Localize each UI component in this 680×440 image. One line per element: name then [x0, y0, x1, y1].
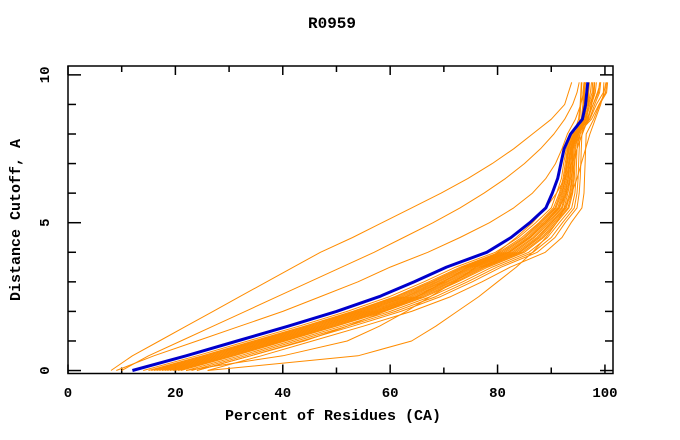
- x-tick-label: 20: [167, 386, 184, 402]
- x-tick-label: 40: [274, 386, 291, 402]
- model-curve-model-01: [110, 82, 573, 371]
- y-tick-label: 10: [38, 66, 54, 83]
- model-curve-model-24: [207, 82, 607, 371]
- model-curve-model-10: [161, 82, 585, 371]
- model-curve-model-14: [172, 82, 597, 371]
- highlight-curve: [132, 82, 590, 372]
- x-axis-label: Percent of Residues (CA): [225, 408, 441, 425]
- plot-box: [67, 65, 614, 375]
- y-tick-label: 5: [38, 219, 54, 227]
- model-curve-model-03: [116, 82, 585, 371]
- model-curve-model-22: [196, 82, 590, 371]
- x-tick-label: 0: [64, 386, 72, 402]
- model-curve-model-17: [180, 82, 595, 371]
- model-curve-model-23: [186, 82, 602, 371]
- model-curve-model-15: [175, 82, 590, 371]
- y-tick-labels: 0 5 10: [38, 66, 54, 374]
- model-curve-model-18: [185, 82, 585, 371]
- x-tick-label: 100: [592, 386, 617, 402]
- model-curve-model-06: [151, 82, 582, 371]
- y-axis-label: Distance Cutoff, A: [8, 139, 25, 301]
- x-tick-label: 60: [382, 386, 399, 402]
- model-curve-model-02: [121, 82, 580, 371]
- chart-title: R0959: [308, 15, 356, 33]
- x-tick-label: 80: [489, 386, 506, 402]
- x-tick-labels: 0 20 40 60 80 100: [64, 386, 618, 402]
- model-curve-model-21: [207, 82, 609, 371]
- curves-layer: [110, 82, 609, 372]
- y-tick-label: 0: [38, 366, 54, 374]
- axis-ticks: [67, 66, 613, 374]
